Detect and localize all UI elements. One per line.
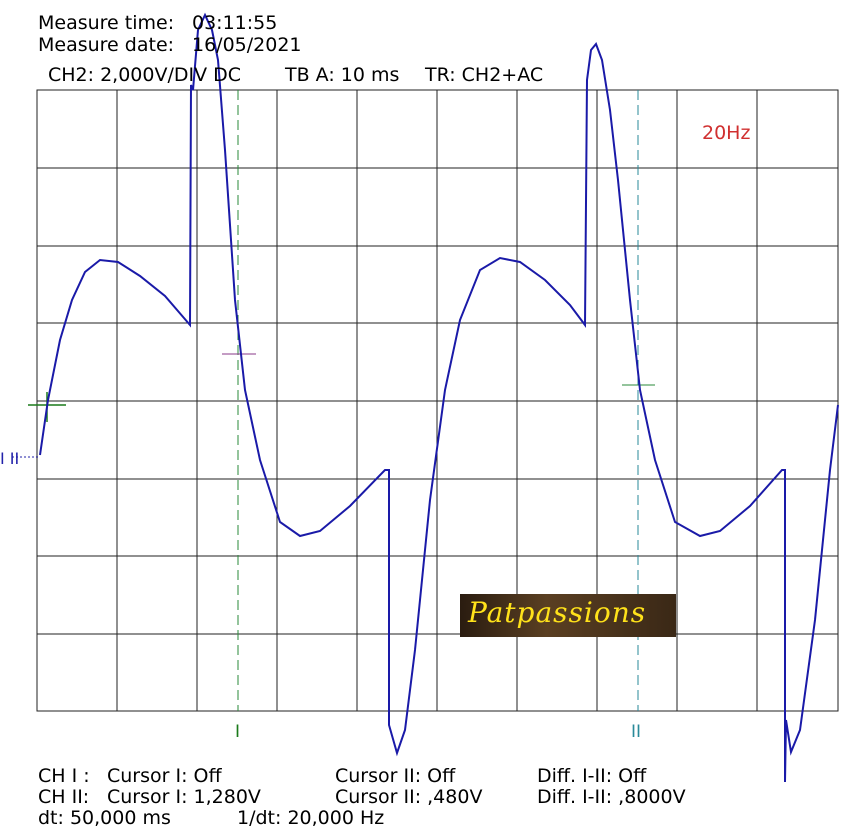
level-label: I II bbox=[0, 449, 20, 468]
date-label: Measure date: bbox=[38, 34, 175, 56]
date-value: 16/05/2021 bbox=[192, 34, 302, 56]
timebase-info: TB A: 10 ms bbox=[285, 64, 400, 86]
readout-cell: Diff. I-II: Off bbox=[537, 765, 647, 787]
readout-cell: Cursor II: Off bbox=[335, 765, 456, 787]
dt-readout: dt: 50,000 ms bbox=[38, 807, 171, 829]
grid bbox=[36, 89, 839, 712]
trigger-info: TR: CH2+AC bbox=[425, 64, 544, 86]
readout-cell: Cursor I: Off bbox=[107, 765, 222, 787]
watermark: Patpassions bbox=[460, 594, 676, 637]
channel-info: CH2: 2,000V/DIV DC bbox=[48, 64, 242, 86]
time-value: 03:11:55 bbox=[192, 12, 278, 34]
frequency-note: 20Hz bbox=[702, 122, 751, 144]
time-label: Measure time: bbox=[38, 12, 175, 34]
readout-cell: CH II: bbox=[38, 786, 90, 808]
readout-cell: CH I : bbox=[38, 765, 90, 787]
cursor-2-label: II bbox=[631, 722, 642, 742]
readout-cell: Cursor I: 1,280V bbox=[107, 786, 261, 808]
watermark-text: Patpassions bbox=[468, 596, 647, 629]
waveform bbox=[39, 12, 839, 783]
readout-cell: Diff. I-II: ,8000V bbox=[537, 786, 686, 808]
inv-dt-readout: 1/dt: 20,000 Hz bbox=[237, 807, 385, 829]
readout-cell: Cursor II: ,480V bbox=[335, 786, 483, 808]
cursor-1-label: I bbox=[235, 722, 241, 742]
